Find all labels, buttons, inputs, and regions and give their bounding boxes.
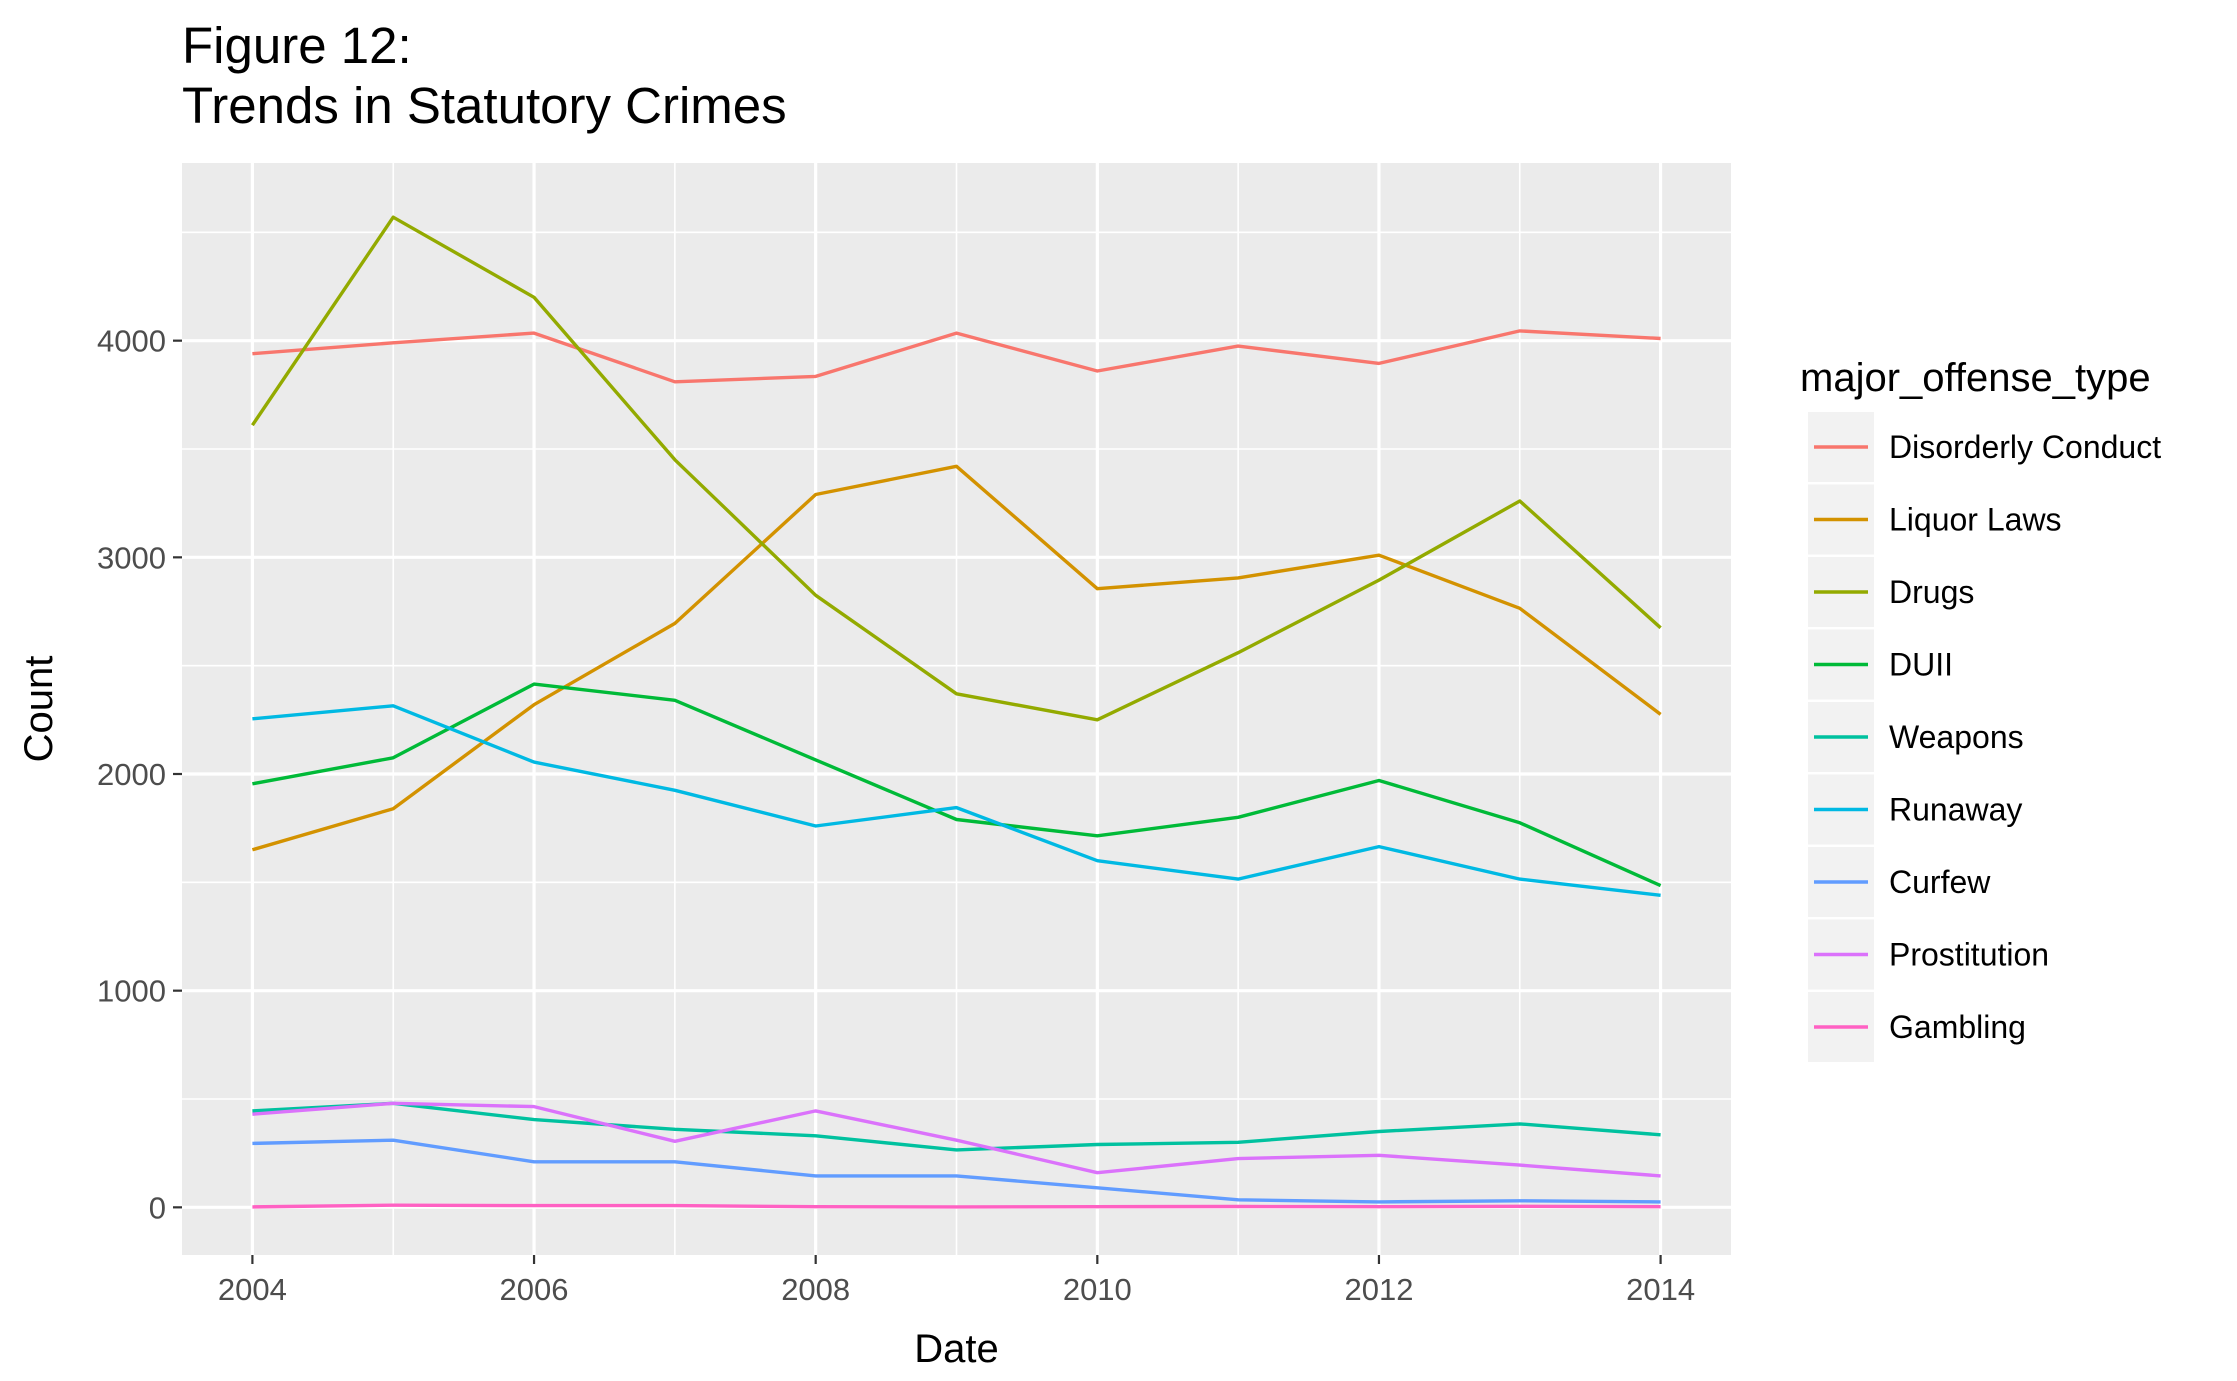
legend-label-weapons: Weapons [1889,719,2024,755]
series-line-drugs [250,215,1662,722]
legend-label-curfew: Curfew [1889,864,1991,900]
x-tick-label: 2010 [1063,1272,1132,1307]
x-tick-label: 2006 [500,1272,569,1307]
y-tick-label: 2000 [97,757,166,792]
legend-label-gambling: Gambling [1889,1009,2026,1045]
chart-title: Figure 12: [182,17,412,74]
y-tick-label: 4000 [97,324,166,359]
y-axis-title: Count [17,656,61,763]
series-line-curfew [252,1138,1661,1204]
series-line-runaway [252,704,1661,897]
legend-title: major_offense_type [1800,356,2151,400]
chart-subtitle: Trends in Statutory Crimes [182,77,787,134]
x-axis-title: Date [914,1327,999,1371]
legend: Disorderly Conduct Liquor Laws Drugs DUII We… [1808,412,2161,1062]
series-line-duii [252,682,1662,888]
x-tick-label: 2012 [1344,1272,1413,1307]
series-line-liquor-laws [251,464,1662,852]
y-tick-label: 0 [149,1190,166,1225]
y-tick-label: 1000 [97,974,166,1009]
x-tick-label: 2004 [218,1272,287,1307]
series-line-gambling [252,1203,1661,1209]
series-lines [250,215,1662,1209]
legend-label-drugs: Drugs [1889,574,1974,610]
x-axis-ticks: 2004 2006 2008 2010 2012 2014 [218,1255,1695,1307]
x-tick-label: 2008 [781,1272,850,1307]
legend-label-runaway: Runaway [1889,792,2022,828]
series-line-weapons [252,1101,1661,1152]
legend-label-duii: DUII [1889,647,1953,683]
series-line-prostitution [252,1101,1661,1178]
y-axis-ticks: 0 1000 2000 3000 4000 [97,324,182,1225]
series-line-disorderly-conduct [252,329,1661,384]
legend-label-liquor-laws: Liquor Laws [1889,502,2062,538]
legend-label-prostitution: Prostitution [1889,937,2049,973]
legend-label-disorderly-conduct: Disorderly Conduct [1889,429,2161,465]
y-tick-label: 3000 [97,540,166,575]
x-tick-label: 2014 [1626,1272,1695,1307]
